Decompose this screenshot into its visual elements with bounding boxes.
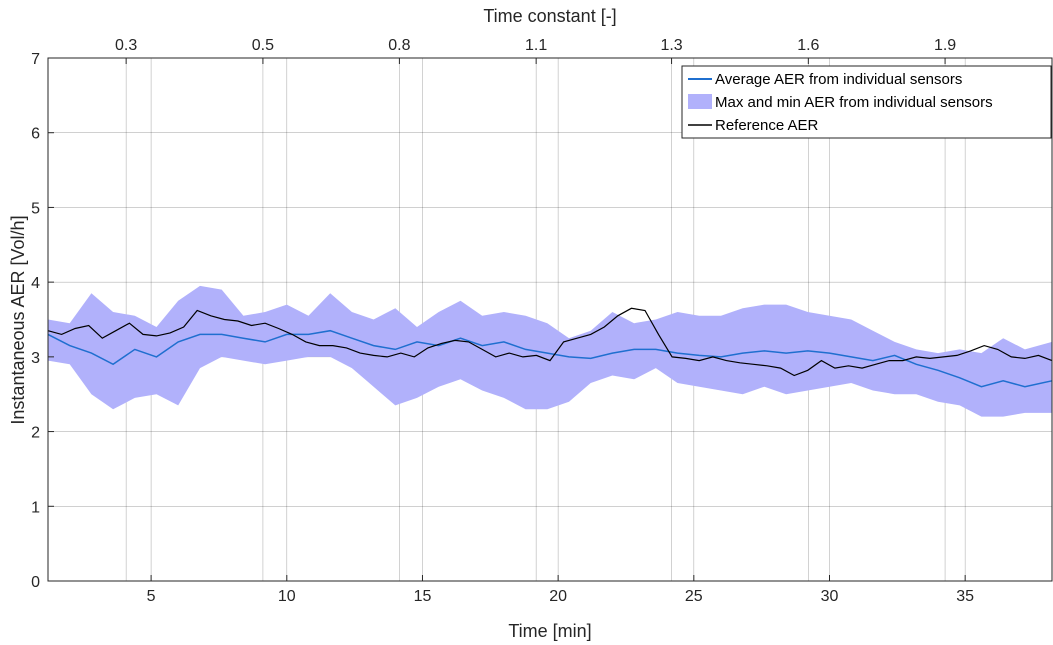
band-layer — [48, 285, 1052, 417]
legend-label-band: Max and min AER from individual sensors — [715, 94, 993, 111]
y-tick-label: 1 — [31, 499, 40, 516]
top-tick-label: 0.8 — [388, 37, 410, 54]
x-axis-title: Time [min] — [508, 621, 591, 641]
x-tick-label: 30 — [821, 588, 839, 605]
minmax-band — [48, 285, 1052, 417]
tick-layer: 0 1 2 3 4 5 6 7 5 10 15 20 25 30 35 0.3 0.5 0.8 1.1 1.3 1.6 1… — [31, 37, 974, 605]
y-tick-label: 6 — [31, 126, 40, 143]
top-tick-label: 1.1 — [525, 37, 547, 54]
line-layer — [47, 307, 1053, 388]
y-tick-label: 4 — [31, 275, 40, 292]
top-tick-label: 1.6 — [797, 37, 819, 54]
top-tick-label: 0.3 — [115, 37, 137, 54]
top-tick-label: 1.3 — [660, 37, 682, 54]
x-tick-label: 15 — [414, 588, 432, 605]
average-aer-line — [47, 329, 1053, 388]
x-tick-label: 20 — [549, 588, 567, 605]
y-tick-label: 0 — [31, 574, 40, 591]
x-tick-label: 35 — [956, 588, 974, 605]
legend-swatch-band — [688, 94, 712, 109]
y-axis-title: Instantaneous AER [Vol/h] — [8, 215, 28, 424]
y-tick-label: 7 — [31, 51, 40, 68]
top-axis-title: Time constant [-] — [483, 6, 616, 26]
x-tick-label: 10 — [278, 588, 296, 605]
y-tick-label: 2 — [31, 425, 40, 442]
x-tick-label: 5 — [147, 588, 156, 605]
plot-frame — [47, 57, 1053, 582]
x-tick-label: 25 — [685, 588, 703, 605]
legend-label-average: Average AER from individual sensors — [715, 71, 962, 88]
reference-aer-line — [47, 307, 1053, 377]
y-tick-label: 3 — [31, 350, 40, 367]
legend: Average AER from individual sensors Max … — [681, 65, 1052, 139]
top-tick-label: 1.9 — [934, 37, 956, 54]
legend-box — [681, 65, 1052, 139]
top-tick-label: 0.5 — [252, 37, 274, 54]
legend-label-reference: Reference AER — [715, 117, 819, 134]
y-tick-label: 5 — [31, 200, 40, 217]
